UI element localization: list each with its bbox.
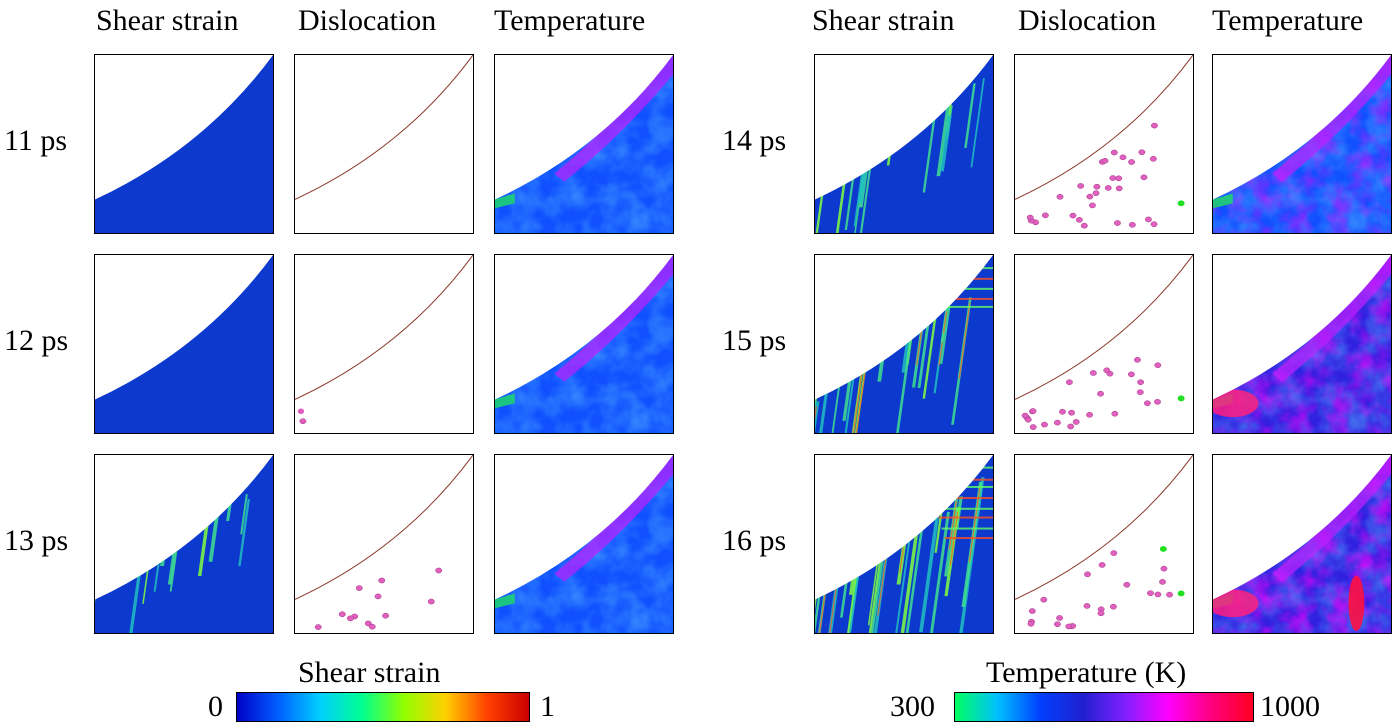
time-label-13ps: 13 ps bbox=[4, 524, 69, 557]
disl-panel-14ps bbox=[1014, 54, 1194, 234]
column-title-temperature-right: Temperature bbox=[1212, 4, 1364, 37]
time-label-15ps: 15 ps bbox=[722, 324, 787, 357]
temp-panel-12ps bbox=[494, 254, 674, 434]
shear-colorbar bbox=[236, 692, 530, 722]
time-label-12ps: 12 ps bbox=[4, 324, 69, 357]
disl-panel-13ps bbox=[294, 454, 474, 634]
disl-panel-12ps bbox=[294, 254, 474, 434]
temperature-colorbar-title: Temperature (K) bbox=[986, 656, 1187, 689]
temperature-colorbar-min: 300 bbox=[890, 690, 935, 723]
shear-panel-11ps bbox=[94, 54, 274, 234]
shear-colorbar-max: 1 bbox=[540, 690, 555, 723]
column-title-shear-left: Shear strain bbox=[96, 4, 239, 37]
shear-colorbar-min: 0 bbox=[208, 690, 223, 723]
temp-panel-16ps bbox=[1212, 454, 1392, 634]
column-title-dislocation-left: Dislocation bbox=[298, 4, 437, 37]
temperature-colorbar bbox=[954, 692, 1254, 722]
shear-panel-16ps bbox=[814, 454, 994, 634]
temperature-colorbar-max: 1000 bbox=[1260, 690, 1320, 723]
column-title-temperature-left: Temperature bbox=[494, 4, 646, 37]
time-label-16ps: 16 ps bbox=[722, 524, 787, 557]
disl-panel-16ps bbox=[1014, 454, 1194, 634]
disl-panel-15ps bbox=[1014, 254, 1194, 434]
time-label-14ps: 14 ps bbox=[722, 124, 787, 157]
temp-panel-14ps bbox=[1212, 54, 1392, 234]
time-label-11ps: 11 ps bbox=[4, 124, 68, 157]
shear-panel-13ps bbox=[94, 454, 274, 634]
temp-panel-13ps bbox=[494, 454, 674, 634]
disl-panel-11ps bbox=[294, 54, 474, 234]
shear-panel-12ps bbox=[94, 254, 274, 434]
column-title-dislocation-right: Dislocation bbox=[1018, 4, 1157, 37]
temp-panel-11ps bbox=[494, 54, 674, 234]
column-title-shear-right: Shear strain bbox=[812, 4, 955, 37]
shear-colorbar-title: Shear strain bbox=[298, 656, 441, 689]
shear-panel-14ps bbox=[814, 54, 994, 234]
shear-panel-15ps bbox=[814, 254, 994, 434]
temp-panel-15ps bbox=[1212, 254, 1392, 434]
